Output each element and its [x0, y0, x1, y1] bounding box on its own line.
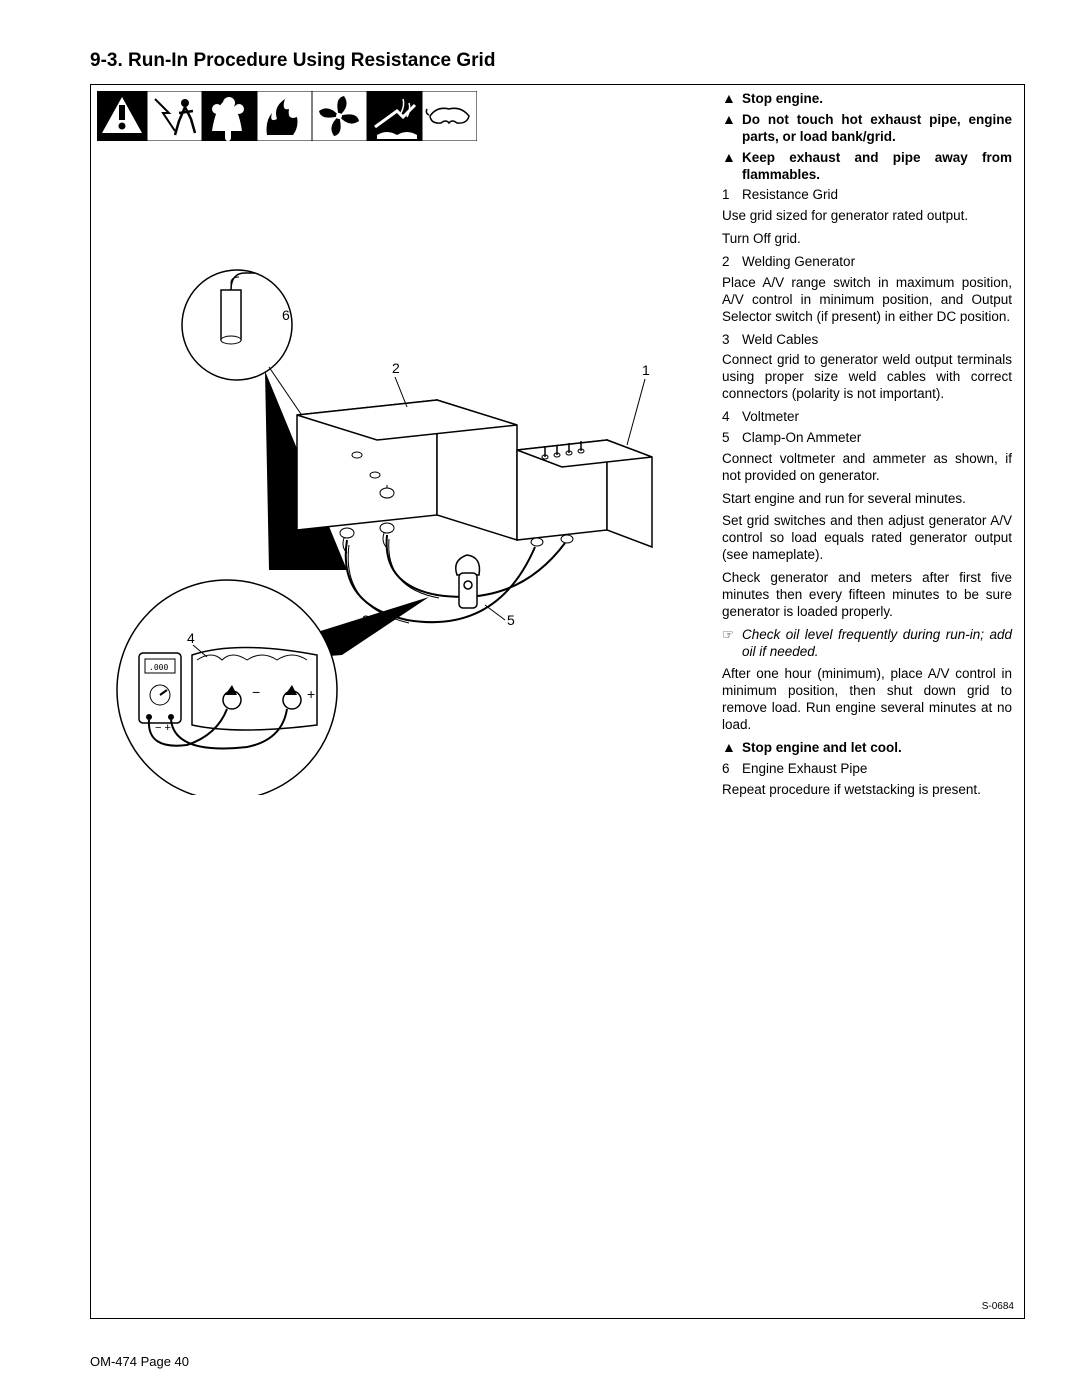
numbered-item: 1Resistance Grid	[722, 187, 1012, 204]
callout-5: 5	[507, 612, 515, 628]
page-footer: OM-474 Page 40	[90, 1354, 189, 1369]
figure-svg: 6	[97, 95, 657, 795]
callout-4: 4	[187, 630, 195, 646]
numbered-item: 3Weld Cables	[722, 332, 1012, 349]
instructions-column: ▲Stop engine. ▲Do not touch hot exhaust …	[722, 91, 1012, 805]
body-text: Use grid sized for generator rated outpu…	[722, 208, 1012, 225]
body-text: Start engine and run for several minutes…	[722, 491, 1012, 508]
numbered-item: 6Engine Exhaust Pipe	[722, 761, 1012, 778]
svg-text:+: +	[307, 686, 315, 702]
svg-text:−: −	[252, 684, 260, 700]
body-text: Set grid switches and then adjust genera…	[722, 513, 1012, 564]
warning-line: ▲Keep exhaust and pipe away from flammab…	[722, 150, 1012, 184]
figure-reference-code: S-0684	[982, 1301, 1014, 1312]
triangle-icon: ▲	[722, 150, 736, 164]
numbered-item: 5Clamp-On Ammeter	[722, 430, 1012, 447]
numbered-item: 2Welding Generator	[722, 254, 1012, 271]
figure-area: 6	[97, 95, 657, 795]
callout-6: 6	[282, 307, 290, 323]
body-text: Connect voltmeter and ammeter as shown, …	[722, 451, 1012, 485]
body-text: Place A/V range switch in maximum positi…	[722, 275, 1012, 326]
page: 9-3. Run-In Procedure Using Resistance G…	[0, 0, 1080, 1397]
body-text: Connect grid to generator weld output te…	[722, 352, 1012, 403]
warning-line: ▲Stop engine.	[722, 91, 1012, 108]
callout-2: 2	[392, 360, 400, 376]
body-text: Repeat procedure if wetstacking is prese…	[722, 782, 1012, 799]
triangle-icon: ▲	[722, 91, 736, 105]
note-icon: ☞	[722, 627, 742, 644]
callout-1: 1	[642, 362, 650, 378]
svg-text:− +: − +	[155, 722, 171, 734]
triangle-icon: ▲	[722, 112, 736, 126]
numbered-item: 4Voltmeter	[722, 409, 1012, 426]
body-text: Turn Off grid.	[722, 231, 1012, 248]
section-title: 9-3. Run-In Procedure Using Resistance G…	[90, 50, 1025, 72]
svg-text:.000: .000	[149, 663, 168, 672]
triangle-icon: ▲	[722, 740, 736, 754]
body-text: After one hour (minimum), place A/V cont…	[722, 666, 1012, 734]
warning-line: ▲Do not touch hot exhaust pipe, engine p…	[722, 112, 1012, 146]
note-line: ☞Check oil level frequently during run-i…	[722, 627, 1012, 661]
body-text: Check generator and meters after first f…	[722, 570, 1012, 621]
content-border: 6	[90, 84, 1025, 1319]
warning-line: ▲Stop engine and let cool.	[722, 740, 1012, 757]
